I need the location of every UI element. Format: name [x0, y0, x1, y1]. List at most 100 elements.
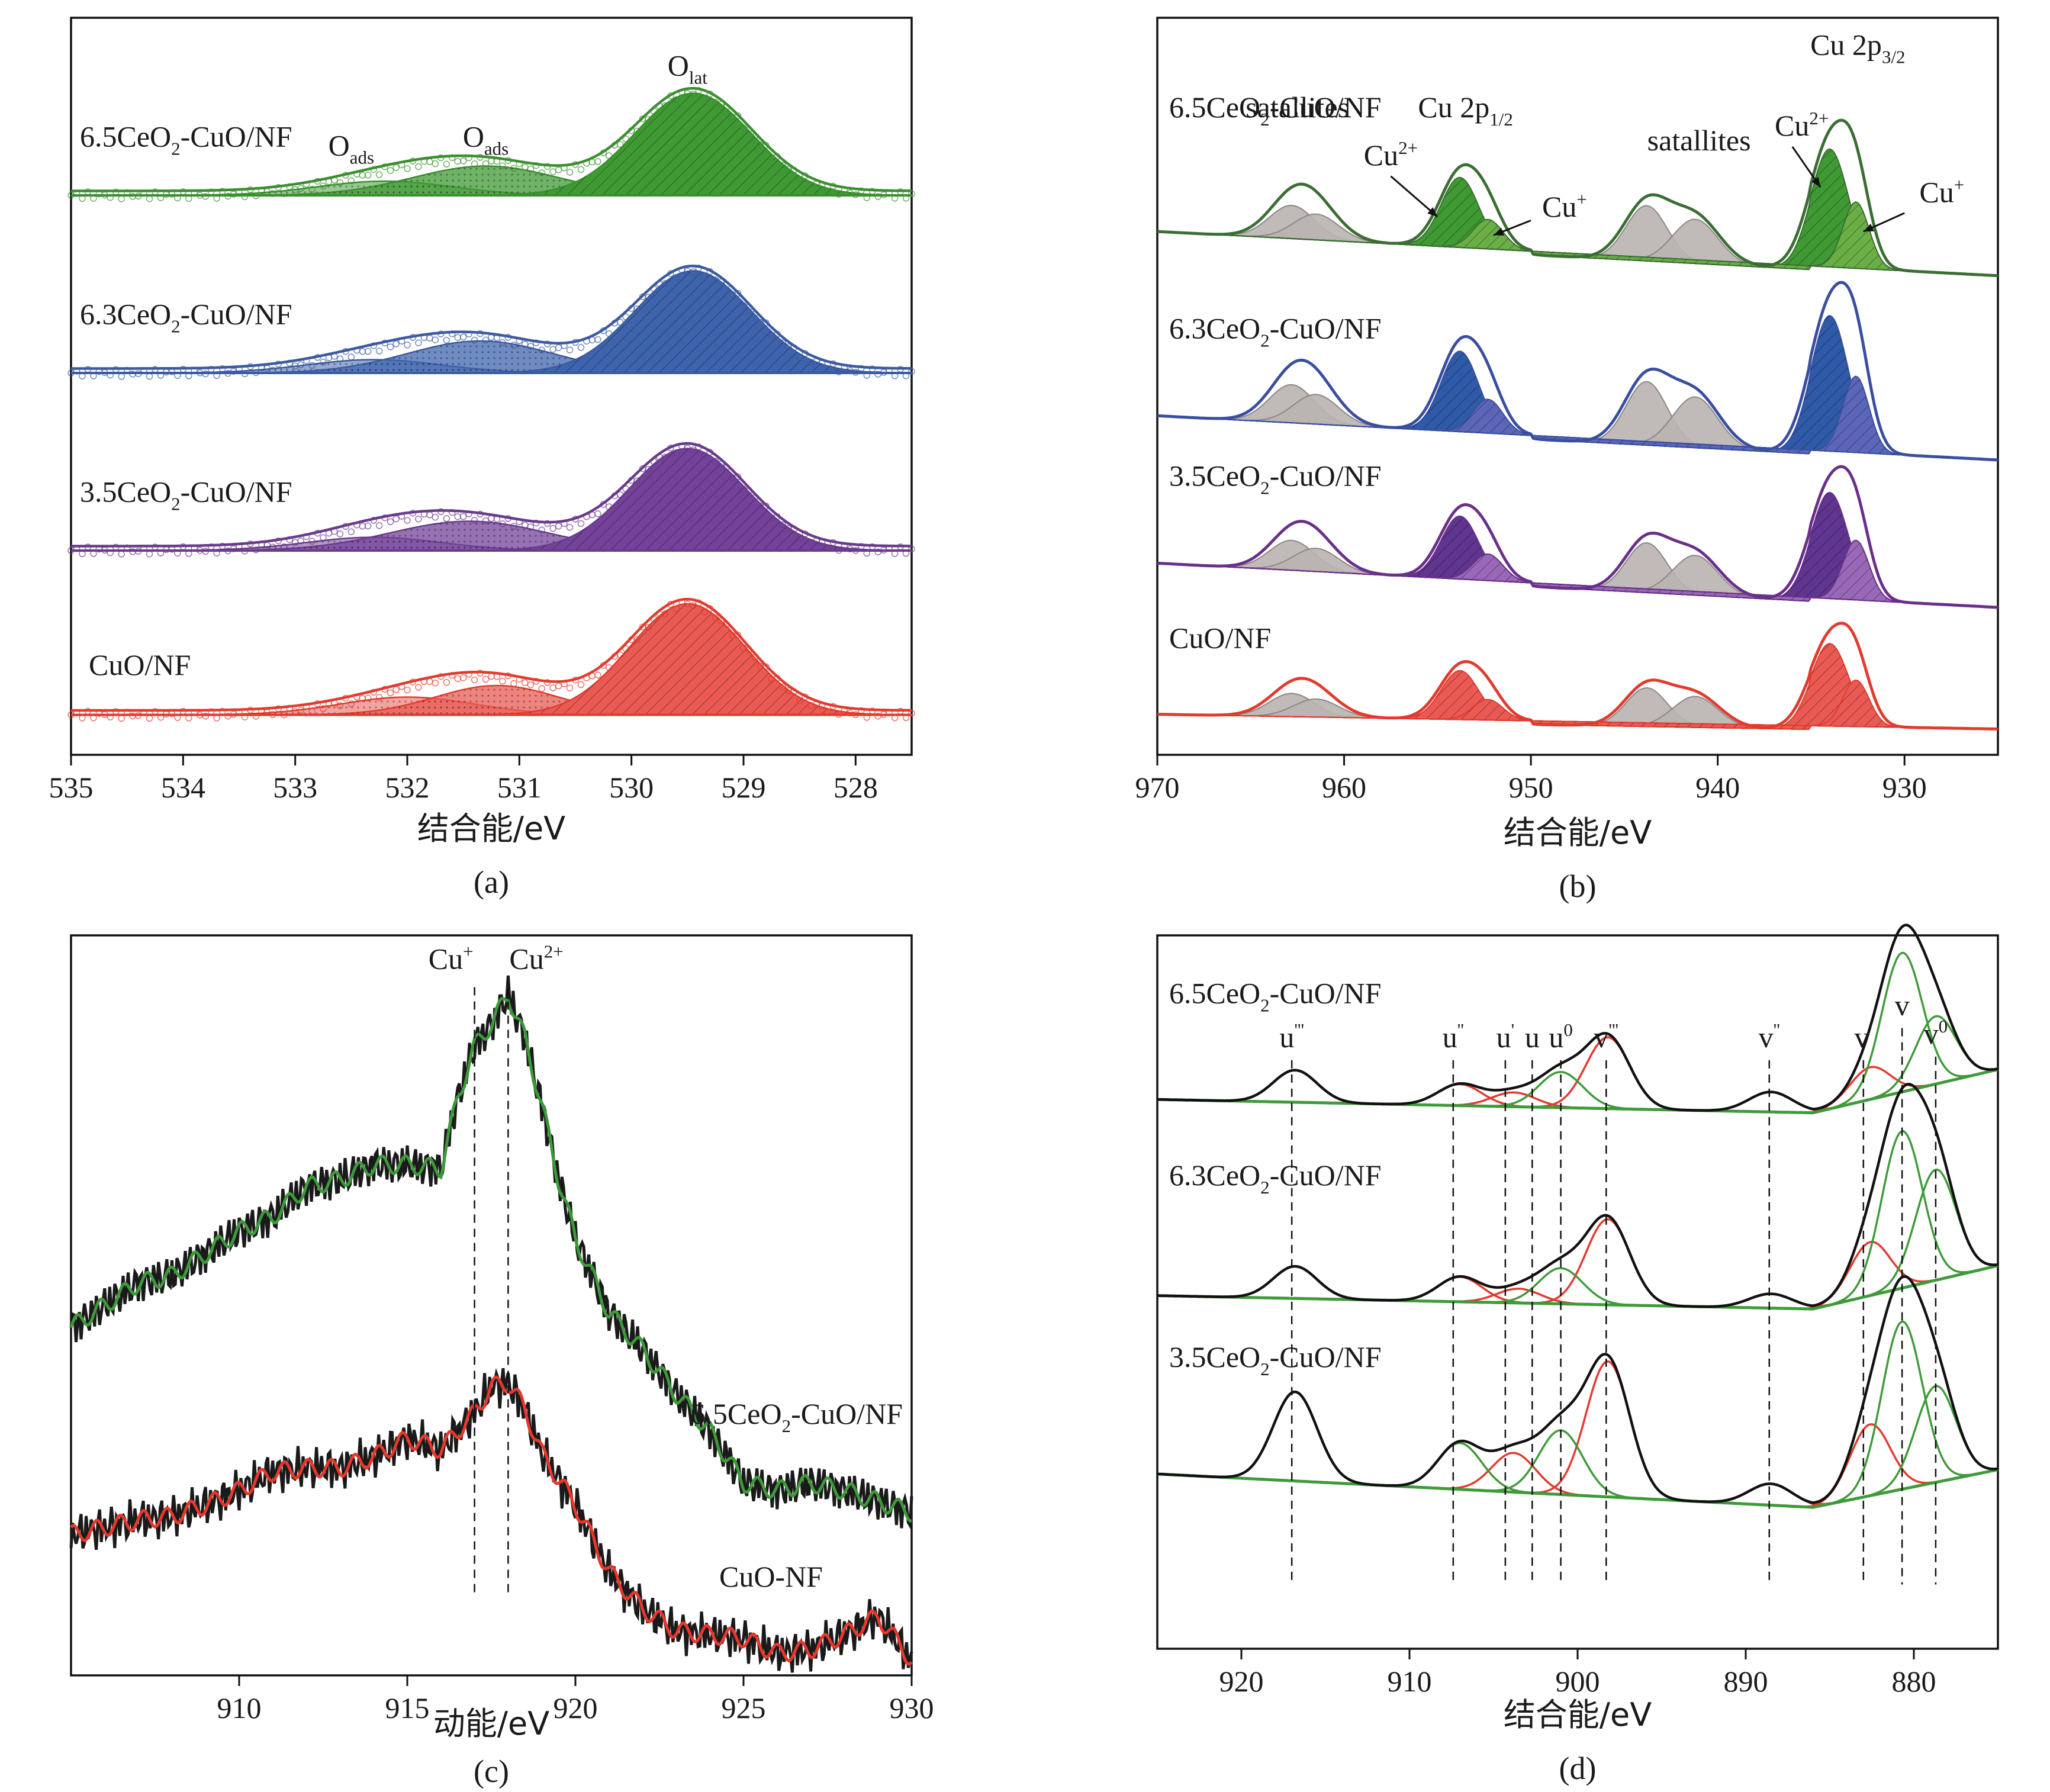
reference-label-u0: u0: [1549, 1019, 1573, 1054]
raw-data-point: [415, 163, 422, 170]
raw-data-point: [672, 274, 680, 281]
raw-data-point: [818, 539, 826, 546]
peak-oads-pattern: [71, 686, 912, 715]
raw-data-point: [751, 494, 758, 501]
series-CuO-NF: CuO-NF: [69, 1368, 913, 1673]
fit-component-red: [1157, 1068, 1998, 1114]
raw-data-point: [404, 341, 411, 349]
raw-data-point: [695, 86, 703, 94]
raw-data-point: [347, 353, 355, 361]
panel-b-series: 6.5CeO2-CuO/NF 6.3CeO2-CuO/NF 3.5CeO2-CuO/…: [1157, 91, 1998, 731]
raw-data-point: [802, 350, 809, 357]
raw-data-point: [504, 157, 512, 165]
background-line: [1157, 1068, 1998, 1115]
raw-data-point: [594, 671, 601, 678]
peak-oads-pattern: [71, 521, 912, 551]
raw-data-point: [538, 685, 545, 692]
raw-data-point: [549, 525, 556, 532]
raw-data-point: [516, 518, 523, 525]
raw-data-point: [314, 178, 321, 185]
raw-data-point: [437, 330, 445, 337]
raw-data-point: [695, 443, 703, 451]
raw-data-point: [404, 165, 411, 172]
raw-data-point: [588, 336, 596, 343]
raw-data-point: [320, 359, 327, 366]
panel-c-x-tick-label: 930: [890, 1691, 934, 1725]
raw-data-point: [751, 133, 758, 140]
raw-data-point: [241, 193, 249, 201]
raw-data-point: [829, 703, 837, 710]
arrow-head: [1494, 227, 1504, 236]
raw-data-point: [616, 651, 624, 658]
raw-data-point: [549, 168, 556, 175]
raw-data-point: [577, 166, 585, 173]
raw-data-point: [331, 527, 338, 535]
peak-olat-pattern: [71, 604, 912, 715]
raw-data-point: [331, 353, 338, 360]
raw-data-point: [723, 103, 730, 111]
raw-data-point: [650, 107, 658, 115]
series-label: 6.5CeO2-CuO/NF: [1169, 976, 1382, 1015]
raw-data-point: [409, 509, 417, 517]
envelope-line: [71, 442, 912, 548]
raw-data-point: [230, 368, 237, 375]
panel-a-x-tick-label: 534: [161, 771, 205, 804]
smoothed-spectrum: [70, 1375, 913, 1666]
raw-data-point: [606, 152, 613, 159]
raw-data-point: [398, 337, 406, 345]
raw-data-point: [790, 344, 797, 352]
raw-data-point: [471, 336, 478, 344]
raw-data-point: [522, 163, 529, 171]
raw-data-point: [359, 348, 366, 355]
raw-data-point: [387, 518, 394, 526]
raw-data-point: [796, 534, 803, 542]
raw-data-point: [818, 182, 826, 189]
raw-data-point: [712, 458, 719, 465]
raw-data-point: [616, 318, 624, 326]
raw-data-point: [532, 339, 540, 346]
raw-data-point: [308, 538, 316, 545]
peak-olat-pattern: [71, 448, 912, 551]
raw-data-point: [774, 513, 781, 520]
envelope-line: [1157, 281, 1998, 462]
raw-data-point: [527, 165, 535, 173]
panel-a-series: 6.5CeO2-CuO/NF 6.3CeO2-CuO/NF 3.5CeO2-CuO/…: [67, 86, 915, 722]
raw-data-point: [796, 176, 803, 184]
raw-data-point: [375, 171, 383, 178]
raw-data-point: [802, 693, 809, 701]
raw-data-point: [381, 163, 388, 170]
annotation-Cu: Cu+: [1542, 189, 1587, 223]
raw-data-point: [616, 491, 624, 498]
panel-b-cu2p: 6.5CeO2-CuO/NF 6.3CeO2-CuO/NF 3.5CeO2-CuO/…: [1135, 17, 1999, 904]
raw-data-point: [572, 676, 579, 684]
raw-data-point: [510, 165, 517, 172]
series-label: 6.5CeO2-CuO/NF: [1169, 91, 1382, 130]
raw-data-point: [381, 514, 388, 522]
series-6.3CeO2-CuO/NF: 6.3CeO2-CuO/NF: [1157, 281, 1998, 462]
raw-data-point: [650, 615, 658, 623]
raw-data-point: [448, 509, 456, 516]
raw-data-point: [118, 715, 125, 722]
raw-data-point: [364, 172, 372, 179]
raw-data-point: [690, 602, 697, 609]
raw-data-point: [672, 449, 680, 456]
raw-data-point: [572, 339, 579, 346]
raw-data-point: [667, 92, 674, 99]
raw-data-point: [645, 623, 652, 631]
raw-data-point: [359, 523, 366, 530]
raw-data-point: [566, 524, 574, 531]
envelope-line: [1157, 1083, 1998, 1308]
panel-b-x-tick-label: 960: [1322, 771, 1366, 804]
raw-data-point: [482, 517, 490, 525]
raw-data-point: [661, 610, 669, 617]
annotation-Cu: Cu2+: [1775, 108, 1829, 142]
raw-data-point: [443, 337, 450, 344]
raw-data-point: [572, 161, 579, 168]
panel-c-x-axis: 910 915 920 925 930: [217, 1675, 934, 1725]
raw-data-point: [706, 268, 713, 275]
raw-data-point: [325, 529, 333, 537]
raw-data-point: [493, 334, 501, 342]
series-label: 6.3CeO2-CuO/NF: [1169, 312, 1382, 351]
raw-data-point: [297, 361, 304, 368]
raw-data-point: [504, 672, 512, 680]
